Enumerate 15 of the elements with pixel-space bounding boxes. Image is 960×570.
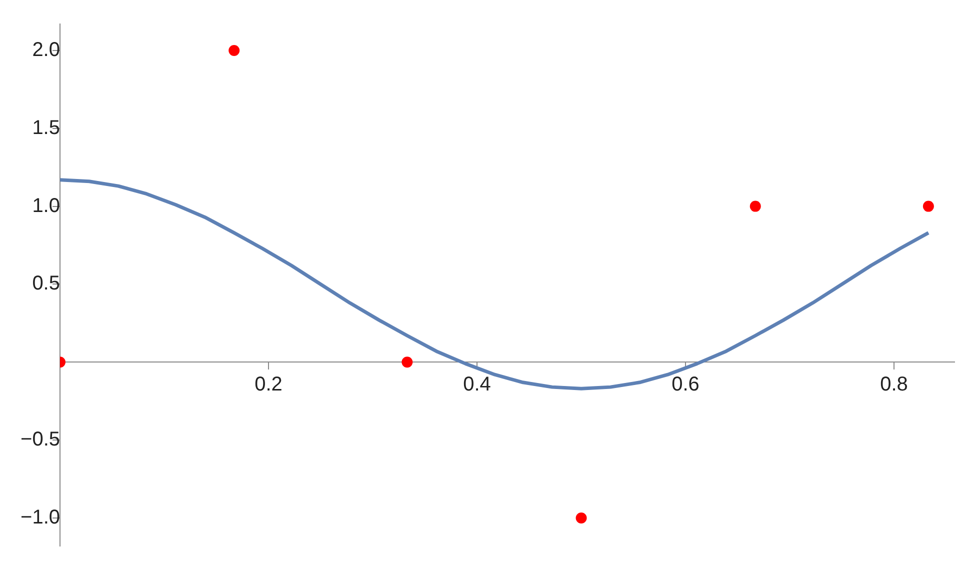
- y-tick-label: 1.5: [32, 116, 60, 139]
- x-tick-label: 0.8: [880, 374, 908, 396]
- x-tick-label: 0.6: [672, 374, 700, 396]
- y-tick-label: 0.5: [32, 272, 60, 295]
- point: [576, 512, 587, 524]
- y-tick-label: 1.0: [32, 194, 60, 217]
- y-tick-label: 2.0: [32, 39, 60, 62]
- x-tick-label: 0.2: [254, 374, 282, 396]
- y-tick-label: −1.0: [20, 506, 60, 528]
- point: [750, 200, 761, 212]
- point: [922, 200, 934, 212]
- point: [228, 44, 240, 56]
- y-tick-label: −0.5: [20, 428, 60, 451]
- point: [402, 356, 413, 368]
- x-tick-label: 0.4: [463, 374, 491, 396]
